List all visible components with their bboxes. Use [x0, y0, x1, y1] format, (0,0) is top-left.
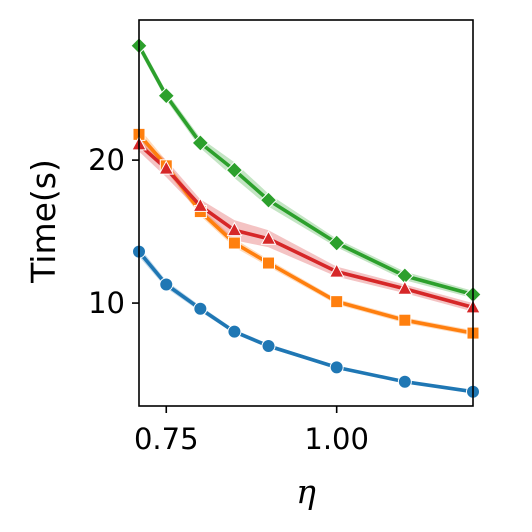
point-series-3-1	[158, 160, 175, 175]
band-series-1	[139, 127, 473, 336]
point-series-2-4	[259, 191, 278, 209]
point-series-2-1	[157, 87, 175, 105]
series-markers	[130, 37, 482, 399]
point-series-1-5	[330, 295, 344, 309]
point-series-0-3	[227, 324, 242, 339]
confidence-bands	[139, 41, 473, 394]
point-series-3-6	[396, 280, 413, 295]
point-series-3-4	[260, 230, 277, 245]
line-series-2	[137, 44, 474, 297]
y-axis-label: Time(s)	[24, 159, 63, 284]
point-series-0-2	[193, 301, 208, 316]
point-series-2-3	[225, 161, 244, 179]
y-tick-label-0: 10	[88, 286, 125, 320]
x-tick-label-0: 0.75	[134, 422, 199, 456]
point-series-0-5	[329, 360, 344, 375]
band-series-3	[139, 137, 473, 312]
band-series-0	[139, 246, 473, 394]
point-series-1-4	[262, 256, 276, 270]
point-series-0-4	[261, 338, 276, 353]
y-tick-label-1: 20	[88, 143, 125, 177]
point-series-0-6	[397, 374, 412, 389]
series-lines	[137, 44, 474, 394]
point-series-1-3	[227, 236, 241, 250]
x-axis-ticks: 0.75 1.00	[134, 406, 369, 456]
point-series-2-2	[191, 134, 210, 152]
point-series-3-2	[192, 197, 209, 212]
point-series-2-5	[327, 234, 346, 252]
point-series-0-1	[159, 277, 174, 292]
y-axis-ticks: 10 20	[88, 143, 139, 320]
point-series-3-5	[328, 263, 345, 278]
line-series-0	[137, 250, 474, 394]
x-axis-label: η	[296, 472, 316, 511]
line-series-3	[137, 143, 474, 310]
x-tick-label-1: 1.00	[304, 422, 369, 456]
point-series-1-6	[398, 313, 412, 327]
plot-frame	[138, 19, 474, 407]
point-series-3-3	[226, 221, 243, 237]
